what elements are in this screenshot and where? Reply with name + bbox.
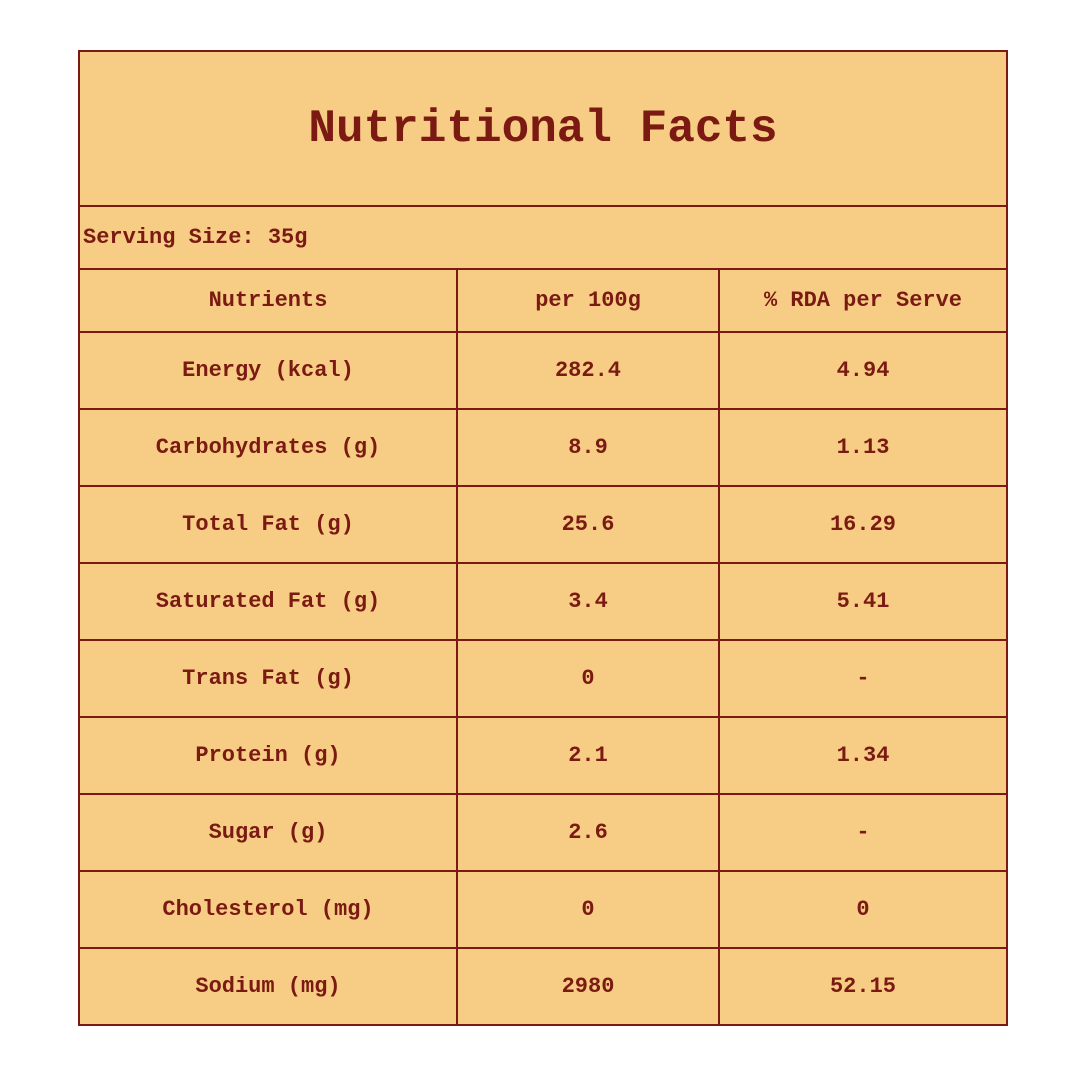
- table-cell: Carbohydrates (g): [78, 408, 458, 487]
- table-row: Sugar (g) 2.6-: [78, 793, 1008, 872]
- table-cell: 16.29: [718, 485, 1008, 564]
- table-cell: 3.4: [456, 562, 720, 641]
- table-cell: 2.6: [456, 793, 720, 872]
- serving-size: Serving Size: 35g: [78, 205, 1008, 270]
- table-row: Sodium (mg) 2980 52.15: [78, 947, 1008, 1026]
- table-cell: 2980: [456, 947, 720, 1026]
- table-row: Carbohydrates (g) 8.9 1.13: [78, 408, 1008, 487]
- table-cell: Saturated Fat (g): [78, 562, 458, 641]
- nutrition-table: Nutritional Facts Serving Size: 35g Nutr…: [78, 50, 1008, 1026]
- table-cell: 0: [456, 870, 720, 949]
- table-cell: Sugar (g): [78, 793, 458, 872]
- table-cell: 2.1: [456, 716, 720, 795]
- column-header: % RDA per Serve: [718, 268, 1008, 333]
- table-cell: -: [718, 793, 1008, 872]
- table-row: Saturated Fat (g) 3.4 5.41: [78, 562, 1008, 641]
- table-cell: Trans Fat (g): [78, 639, 458, 718]
- table-row: Total Fat (g) 25.6 16.29: [78, 485, 1008, 564]
- table-cell: Energy (kcal): [78, 331, 458, 410]
- table-cell: -: [718, 639, 1008, 718]
- table-cell: Protein (g): [78, 716, 458, 795]
- column-header: Nutrients: [78, 268, 458, 333]
- table-cell: Sodium (mg): [78, 947, 458, 1026]
- table-cell: 4.94: [718, 331, 1008, 410]
- column-header: per 100g: [456, 268, 720, 333]
- table-cell: Cholesterol (mg): [78, 870, 458, 949]
- table-cell: 52.15: [718, 947, 1008, 1026]
- table-cell: 282.4: [456, 331, 720, 410]
- table-row: Cholesterol (mg) 0 0: [78, 870, 1008, 949]
- table-cell: 8.9: [456, 408, 720, 487]
- table-row: Protein (g) 2.1 1.34: [78, 716, 1008, 795]
- table-cell: 5.41: [718, 562, 1008, 641]
- table-cell: 25.6: [456, 485, 720, 564]
- table-cell: 1.13: [718, 408, 1008, 487]
- header-row: Nutrients per 100g% RDA per Serve: [78, 268, 1008, 333]
- table-cell: 0: [718, 870, 1008, 949]
- title: Nutritional Facts: [78, 50, 1008, 207]
- table-cell: Total Fat (g): [78, 485, 458, 564]
- table-row: Energy (kcal) 282.4 4.94: [78, 331, 1008, 410]
- table-row: Trans Fat (g) 0-: [78, 639, 1008, 718]
- table-cell: 0: [456, 639, 720, 718]
- table-cell: 1.34: [718, 716, 1008, 795]
